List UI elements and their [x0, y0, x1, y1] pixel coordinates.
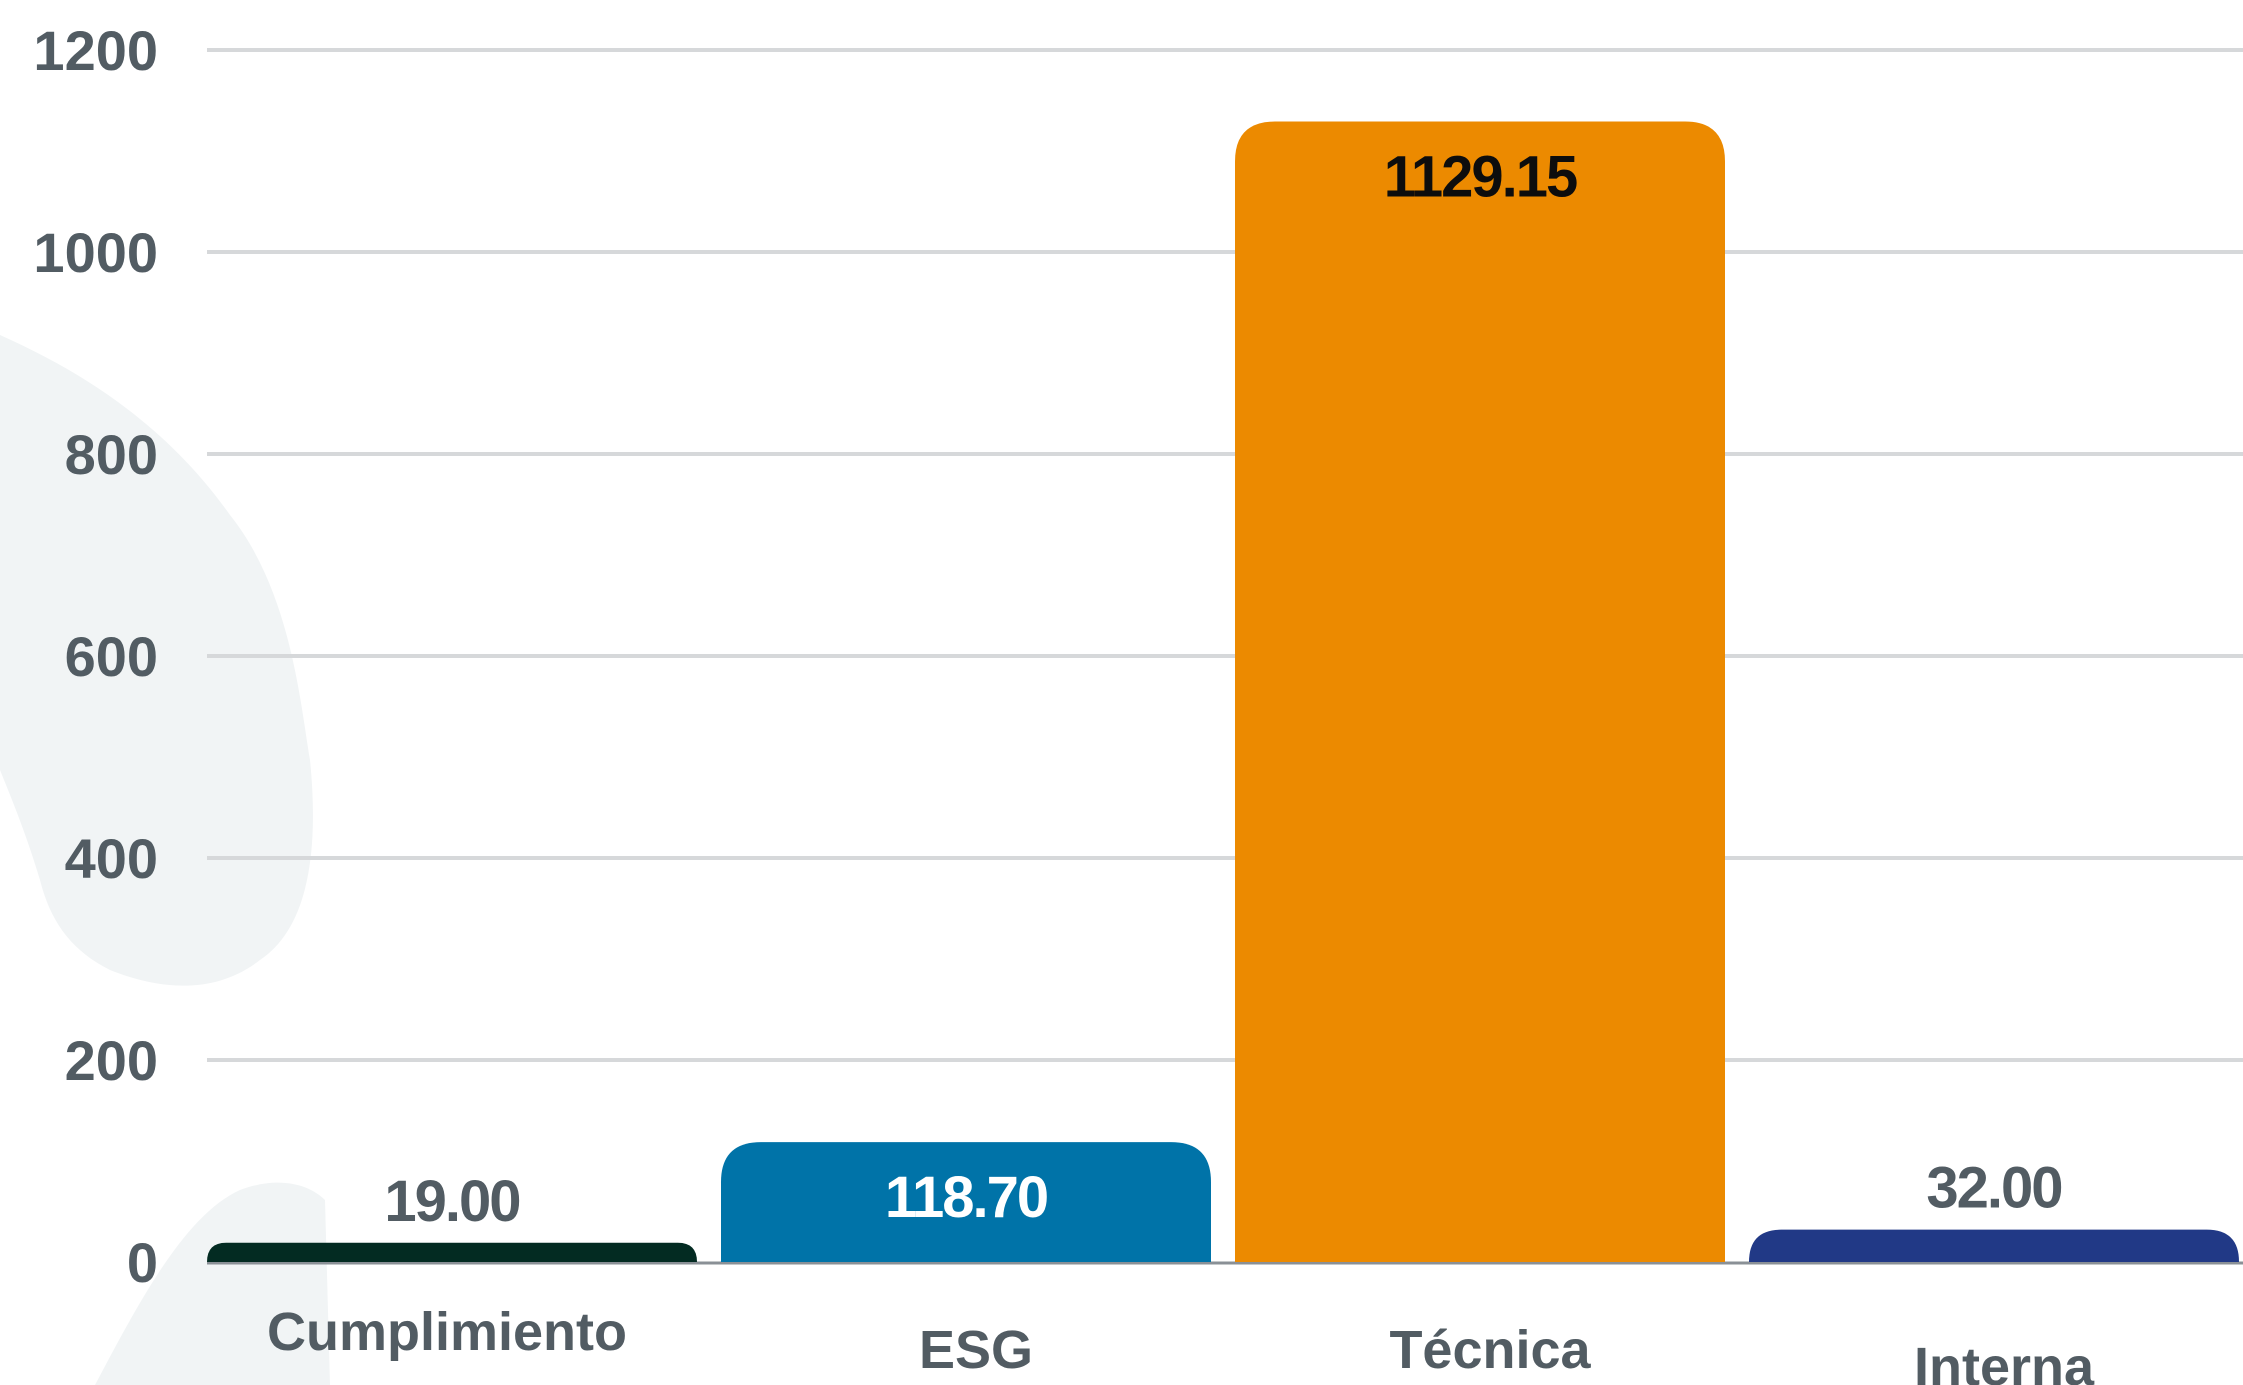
y-tick-label: 1000: [33, 221, 158, 284]
y-tick-label: 800: [65, 423, 158, 486]
y-tick-label: 400: [65, 827, 158, 890]
bar: [1749, 1229, 2239, 1262]
y-tick-label: 0: [127, 1231, 158, 1294]
data-labels: 19.00 118.70 1129.15 32.00: [384, 145, 2063, 1234]
bar: [207, 1242, 697, 1262]
x-tick-label: Interna: [1914, 1337, 2095, 1385]
data-label: 1129.15: [1384, 145, 1577, 210]
background-blob: [0, 335, 313, 986]
y-tick-label: 1200: [33, 19, 158, 82]
data-label: 32.00: [1926, 1156, 2061, 1221]
bars: [207, 121, 2239, 1263]
y-tick-label: 600: [65, 625, 158, 688]
data-label: 118.70: [885, 1165, 1047, 1230]
background-decoration: [0, 335, 330, 1385]
x-tick-label: ESG: [919, 1320, 1033, 1380]
data-label: 19.00: [384, 1169, 519, 1234]
y-tick-label: 200: [65, 1029, 158, 1092]
background-blob: [95, 1182, 330, 1385]
x-tick-label: Cumplimiento: [267, 1302, 627, 1362]
gridlines: [207, 48, 2243, 1265]
bar: [1235, 121, 1725, 1263]
bar: [721, 1142, 1211, 1262]
x-tick-label: Técnica: [1389, 1320, 1591, 1380]
x-axis-labels: Cumplimiento ESG Técnica Interna: [267, 1302, 2095, 1385]
y-axis-ticks: 0 200 400 600 800 1000 1200: [33, 19, 158, 1294]
